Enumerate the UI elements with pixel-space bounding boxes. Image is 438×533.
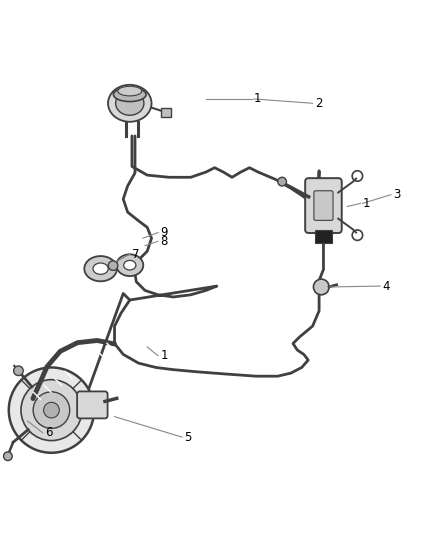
- Text: 7: 7: [132, 248, 139, 261]
- Ellipse shape: [124, 261, 136, 270]
- Circle shape: [9, 367, 94, 453]
- Circle shape: [33, 392, 70, 429]
- Text: 6: 6: [45, 426, 53, 439]
- Text: 2: 2: [315, 97, 322, 110]
- Circle shape: [314, 279, 329, 295]
- Circle shape: [4, 452, 12, 461]
- Text: 8: 8: [160, 235, 168, 248]
- Text: 1: 1: [363, 197, 370, 210]
- Circle shape: [21, 379, 82, 441]
- Text: 1: 1: [160, 349, 168, 362]
- FancyBboxPatch shape: [77, 391, 108, 418]
- Text: 9: 9: [160, 226, 168, 239]
- Ellipse shape: [84, 256, 117, 281]
- FancyBboxPatch shape: [314, 191, 333, 220]
- Ellipse shape: [108, 85, 152, 122]
- FancyBboxPatch shape: [315, 230, 332, 243]
- FancyBboxPatch shape: [305, 178, 342, 233]
- Text: 3: 3: [393, 188, 400, 201]
- Circle shape: [108, 261, 118, 270]
- Ellipse shape: [93, 263, 108, 274]
- Ellipse shape: [113, 87, 146, 102]
- Ellipse shape: [118, 86, 142, 96]
- Circle shape: [278, 177, 286, 186]
- Text: 4: 4: [382, 280, 390, 293]
- FancyBboxPatch shape: [161, 108, 171, 117]
- Ellipse shape: [116, 91, 144, 115]
- Circle shape: [14, 366, 23, 376]
- Text: 5: 5: [184, 431, 191, 443]
- Circle shape: [44, 402, 59, 418]
- Text: 1: 1: [254, 92, 261, 106]
- Ellipse shape: [116, 254, 143, 276]
